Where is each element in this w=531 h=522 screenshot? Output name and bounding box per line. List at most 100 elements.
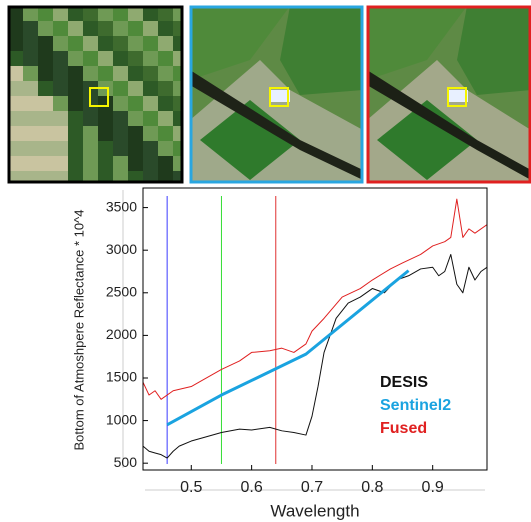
pixel xyxy=(8,81,23,96)
pixel xyxy=(173,111,183,126)
pixel xyxy=(173,96,183,111)
desis-image xyxy=(8,6,183,183)
pixel xyxy=(38,171,53,183)
pixel xyxy=(143,66,158,81)
pixel xyxy=(158,66,173,81)
pixel xyxy=(143,21,158,36)
pixel xyxy=(83,51,98,66)
pixel xyxy=(83,66,98,81)
pixel xyxy=(128,81,143,96)
pixel xyxy=(158,36,173,51)
pixel xyxy=(158,96,173,111)
pixel xyxy=(113,81,128,96)
pixel xyxy=(8,66,23,81)
x-tick-label: 0.9 xyxy=(422,479,444,496)
pixel xyxy=(8,21,23,36)
pixel xyxy=(158,6,173,21)
y-tick-label: 1500 xyxy=(106,369,137,385)
pixel xyxy=(83,156,98,171)
y-tick-label: 2500 xyxy=(106,283,137,299)
pixel xyxy=(53,96,68,111)
pixel xyxy=(143,171,158,183)
pixel xyxy=(128,171,143,183)
pixel xyxy=(173,156,183,171)
pixel xyxy=(23,126,38,141)
pixel xyxy=(53,126,68,141)
pixel xyxy=(38,96,53,111)
pixel xyxy=(98,66,113,81)
pixel xyxy=(113,6,128,21)
pixel xyxy=(98,51,113,66)
pixel xyxy=(113,171,128,183)
pixel xyxy=(98,6,113,21)
pixel xyxy=(53,6,68,21)
pixel xyxy=(98,36,113,51)
pixel xyxy=(128,36,143,51)
pixel xyxy=(128,6,143,21)
pixel xyxy=(23,81,38,96)
pixel xyxy=(8,126,23,141)
series-line xyxy=(166,269,410,427)
series-line xyxy=(143,198,487,400)
y-tick-label: 500 xyxy=(114,454,138,470)
pixel xyxy=(23,36,38,51)
pixel xyxy=(113,156,128,171)
pixel xyxy=(128,51,143,66)
pixel xyxy=(143,36,158,51)
pixel xyxy=(38,51,53,66)
y-axis-label: Bottom of Atmoshpere Reflectance * 10^4 xyxy=(71,210,86,451)
pixel xyxy=(53,51,68,66)
pixel xyxy=(8,6,23,21)
pixel xyxy=(143,51,158,66)
pixel xyxy=(8,156,23,171)
pixel xyxy=(173,141,183,156)
pixel xyxy=(38,21,53,36)
pixel xyxy=(83,6,98,21)
pixel xyxy=(113,51,128,66)
pixel xyxy=(68,51,83,66)
pixel xyxy=(173,81,183,96)
pixel xyxy=(83,126,98,141)
fused-image xyxy=(367,6,531,183)
sentinel2-frame xyxy=(189,5,364,184)
pixel xyxy=(158,51,173,66)
pixel xyxy=(8,141,23,156)
fused-frame xyxy=(366,5,531,184)
pixel xyxy=(113,96,128,111)
x-tick-label: 0.5 xyxy=(180,479,202,496)
pixel xyxy=(68,6,83,21)
pixel xyxy=(98,156,113,171)
pixel xyxy=(23,111,38,126)
pixel xyxy=(83,36,98,51)
pixel xyxy=(143,96,158,111)
roi-box xyxy=(269,87,289,107)
pixel xyxy=(23,6,38,21)
pixel xyxy=(113,66,128,81)
pixel xyxy=(98,126,113,141)
pixel xyxy=(98,141,113,156)
pixel xyxy=(83,171,98,183)
pixel xyxy=(53,171,68,183)
pixel xyxy=(23,156,38,171)
legend-entry: DESIS xyxy=(380,374,428,391)
plot-area xyxy=(143,196,487,464)
pixel xyxy=(173,21,183,36)
pixel xyxy=(38,111,53,126)
pixel xyxy=(38,126,53,141)
pixel xyxy=(158,81,173,96)
pixel xyxy=(143,6,158,21)
pixel xyxy=(68,126,83,141)
pixel xyxy=(173,6,183,21)
plot-frame xyxy=(142,187,488,471)
pixel xyxy=(98,21,113,36)
pixel xyxy=(53,36,68,51)
pixel xyxy=(128,156,143,171)
y-tick-label: 3500 xyxy=(106,198,137,214)
pixel xyxy=(53,21,68,36)
pixel xyxy=(53,156,68,171)
pixel xyxy=(128,21,143,36)
pixel xyxy=(173,66,183,81)
x-tick-label: 0.8 xyxy=(361,479,383,496)
pixel xyxy=(143,111,158,126)
